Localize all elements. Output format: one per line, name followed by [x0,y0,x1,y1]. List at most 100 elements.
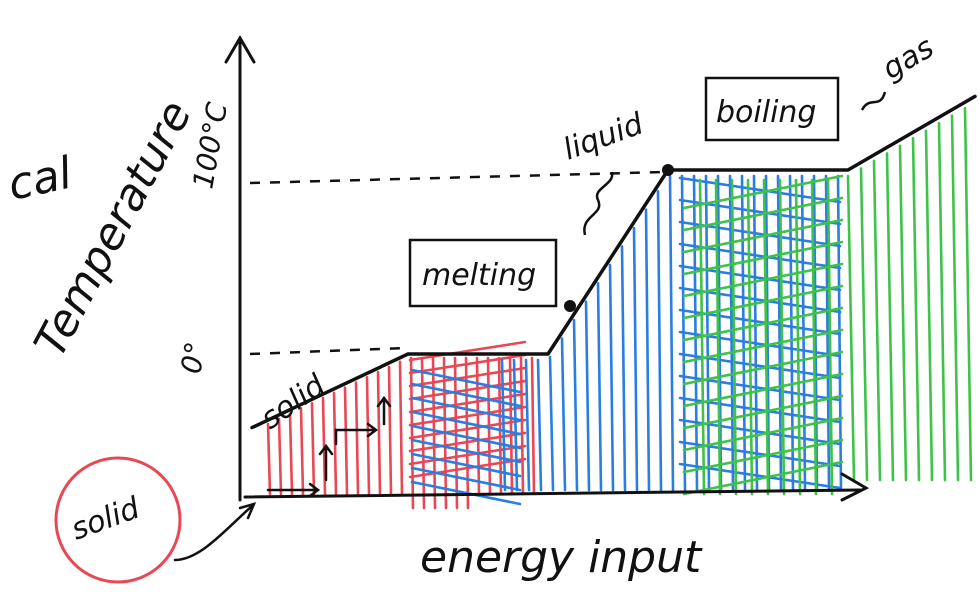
boiling-green-vertical [810,178,818,496]
molecule-motion-arrows [266,395,392,498]
boiling-green-vertical [778,178,786,496]
solid-hatch-line [321,396,327,496]
solid-cross-line [408,353,527,375]
liquid-hatch-line [512,358,519,492]
solid-region-hatching [266,340,536,510]
solid-hatch-line [409,356,415,510]
solid-hatch-line [310,401,316,496]
liquid-hatch-line [740,174,747,492]
gas-hatch-line [924,129,934,482]
liquid-hatch-line [584,300,591,492]
gas-hatch-line [937,121,947,482]
liquid-cross-line [410,410,522,436]
solid-cross-line [408,379,527,401]
gas-pointer [860,91,887,111]
gas-hatch-line [963,106,973,482]
liquid-hatch-line [500,358,507,492]
liquid-hatch-line [788,174,795,492]
gas-hatch-line [950,114,960,482]
liquid-hatch-line [548,355,555,492]
liquid-hatch-line [704,174,711,492]
boiling-green-cross-line [682,306,844,342]
boiling-green-vertical [730,178,738,496]
liquid-hatch-line [596,282,603,492]
solid-hatch-line [376,370,382,496]
liquid-cross-line [410,438,522,464]
liquid-hatch-line [608,263,615,492]
solid-hatch-line [398,360,404,496]
boiling-green-vertical [794,178,802,496]
melting-label: melting [422,258,536,293]
solid-cross-line [408,405,527,427]
solid-hatch-line [530,356,536,496]
gas-hatch-line [846,174,856,482]
solid-hatch-line [464,356,470,510]
solid-cross-line [408,366,527,388]
liquid-hatch-line [656,190,663,492]
liquid-hatch-line [536,358,543,492]
heating-curve [250,94,977,430]
liquid-hatch-line [800,174,807,492]
boiling-green-vertical [762,178,770,496]
solid-hatch-line [387,365,393,496]
solid-hatch-line [288,412,294,496]
liquid-label: liquid [559,106,649,167]
corner-label-cal: cal [4,148,77,211]
boiling-green-cross-line [682,262,844,298]
boiling-green-vertical [826,178,834,496]
circled-solid-outline [54,456,182,584]
liquid-cross-line [410,424,522,450]
liquid-hatch-line [668,174,675,492]
boiling-green-vertical [746,178,754,496]
boiling-green-cross-line [682,350,844,386]
solid-hatch-line [277,417,283,496]
liquid-end-dot [662,164,674,176]
gas-hatch-line [885,152,895,482]
liquid-cross-line [410,452,522,478]
gas-hatch-line [872,159,882,482]
x-axis-arrow [840,472,870,502]
guides [249,170,666,356]
zero-degree-guide [249,346,406,356]
x-axis [243,488,862,499]
circled-solid-arrow [173,502,257,562]
boiling-green-vertical [698,178,706,496]
liquid-start-dot [564,300,576,312]
solid-hatch-line [508,356,514,496]
gas-hatch-line [859,167,869,482]
liquid-hatch-line [524,358,531,492]
liquid-pointer [583,171,614,236]
solid-cross-line [408,444,527,466]
solid-hatch-line [497,356,503,496]
solid-cross-line [408,457,527,479]
boiling-green-cross-line [682,218,844,254]
boiling-green-vertical [714,178,722,496]
y-axis-label: Temperature [25,92,202,365]
boiling-green-cross-line [682,196,844,232]
boiling-label: boiling [716,95,816,130]
melting-box [408,238,558,308]
liquid-hatch-line [560,337,567,492]
axes [224,35,870,502]
gas-region-hatching [682,106,973,496]
gas-label: gas [877,30,940,87]
x-axis-label: energy input [420,532,703,583]
boiling-box [704,76,840,142]
circled-solid-label: solid [67,490,145,547]
solid-hatch-line [453,356,459,510]
solid-hatch-line [519,356,525,496]
gas-hatch-line [898,144,908,482]
solid-cross-line [408,431,527,453]
liquid-hatch-line [632,226,639,492]
boiling-green-cross-line [682,284,844,320]
liquid-hatch-line [776,174,783,492]
solid-slope-label: solid [255,367,333,436]
solid-cross-line [408,392,527,414]
y-axis-arrow [224,35,256,64]
liquid-hatch-line [752,174,759,492]
liquid-hatch-line [620,245,627,492]
liquid-hatch-line [572,318,579,492]
gas-hatch-line [911,137,921,482]
solid-hatch-line [343,386,349,496]
